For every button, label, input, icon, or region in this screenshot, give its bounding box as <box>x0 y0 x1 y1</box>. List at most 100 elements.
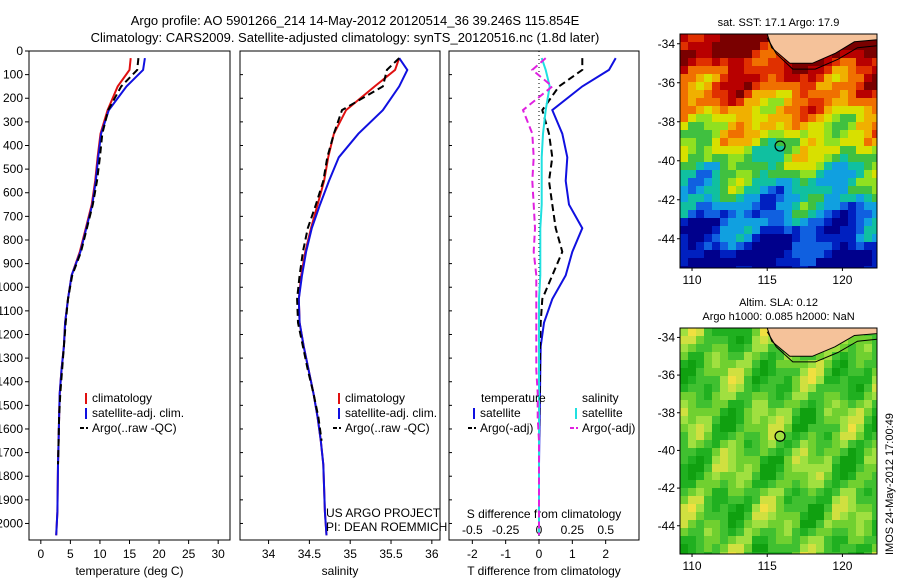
sla-cell <box>760 360 768 368</box>
sst-cell <box>704 34 712 42</box>
sla-cell <box>848 520 856 528</box>
sla-cell <box>720 384 728 392</box>
sla-cell <box>808 440 816 448</box>
sst-cell <box>824 106 832 114</box>
sst-cell <box>760 130 768 138</box>
sla-cell <box>856 392 864 400</box>
sla-cell <box>752 384 760 392</box>
sla-cell <box>736 472 744 480</box>
sst-cell <box>704 146 712 154</box>
sla-cell <box>840 448 848 456</box>
sst-cell <box>720 34 728 42</box>
sst-cell <box>832 186 840 194</box>
sla-cell <box>856 504 864 512</box>
sst-cell <box>800 146 808 154</box>
sla-cell <box>680 552 688 554</box>
sst-cell <box>824 266 832 268</box>
sst-cell <box>728 250 736 258</box>
sla-cell <box>808 512 816 520</box>
sst-cell <box>848 58 856 66</box>
sla-cell <box>808 416 816 424</box>
map-y-tick-label: -38 <box>658 115 676 129</box>
sst-cell <box>856 106 864 114</box>
sla-cell <box>864 392 872 400</box>
sla-cell <box>760 544 768 552</box>
sla-cell <box>872 464 877 472</box>
sst-cell <box>688 154 696 162</box>
sst-cell <box>832 98 840 106</box>
sst-cell <box>848 258 856 266</box>
sla-cell <box>760 464 768 472</box>
sst-cell <box>784 242 792 250</box>
sla-cell <box>816 552 824 554</box>
sla-cell <box>712 384 720 392</box>
sst-cell <box>768 234 776 242</box>
sst-cell <box>784 130 792 138</box>
sla-cell <box>824 520 832 528</box>
sst-cell <box>864 114 872 122</box>
sla-cell <box>832 544 840 552</box>
sst-cell <box>704 242 712 250</box>
sst-cell <box>808 66 816 74</box>
sst-cell <box>848 178 856 186</box>
sst-cell <box>680 34 688 42</box>
sla-cell <box>848 536 856 544</box>
sla-cell <box>696 496 704 504</box>
sla-cell <box>744 496 752 504</box>
sst-cell <box>848 162 856 170</box>
sla-cell <box>848 416 856 424</box>
sst-cell <box>800 242 808 250</box>
sla-cell <box>680 392 688 400</box>
x-tick-label: 10 <box>93 547 107 561</box>
sla-cell <box>736 512 744 520</box>
sla-cell <box>680 416 688 424</box>
sst-cell <box>848 250 856 258</box>
y-tick-label: 1100 <box>0 304 23 318</box>
sla-cell <box>736 440 744 448</box>
sla-cell <box>792 472 800 480</box>
sla-cell <box>696 544 704 552</box>
sla-cell <box>832 480 840 488</box>
sla-cell <box>720 488 728 496</box>
sst-cell <box>704 226 712 234</box>
sla-cell <box>760 504 768 512</box>
sst-cell <box>736 130 744 138</box>
sst-cell <box>728 266 736 268</box>
sla-cell <box>832 392 840 400</box>
sst-cell <box>840 186 848 194</box>
sst-cell <box>760 114 768 122</box>
sla-cell <box>760 496 768 504</box>
sst-cell <box>840 178 848 186</box>
sla-cell <box>800 440 808 448</box>
sst-cell <box>864 194 872 202</box>
sla-cell <box>808 424 816 432</box>
sst-cell <box>840 154 848 162</box>
sla-cell <box>792 384 800 392</box>
sla-cell <box>800 376 808 384</box>
sla-cell <box>760 480 768 488</box>
sla-cell <box>808 496 816 504</box>
sla-cell <box>816 536 824 544</box>
sla-cell <box>872 504 877 512</box>
sst-cell <box>696 130 704 138</box>
sla-cell <box>792 408 800 416</box>
sla-cell <box>856 520 864 528</box>
sla-cell <box>816 424 824 432</box>
sla-cell <box>848 384 856 392</box>
sla-cell <box>824 352 832 360</box>
sst-cell <box>752 106 760 114</box>
sst-cell <box>792 122 800 130</box>
sla-cell <box>696 424 704 432</box>
sla-cell <box>688 512 696 520</box>
sst-cell <box>760 74 768 82</box>
sla-cell <box>688 480 696 488</box>
sla-cell <box>824 408 832 416</box>
sla-cell <box>744 408 752 416</box>
sst-cell <box>744 130 752 138</box>
sst-cell <box>872 114 877 122</box>
sla-cell <box>704 536 712 544</box>
sst-cell <box>752 210 760 218</box>
sst-cell <box>808 82 816 90</box>
sst-cell <box>840 106 848 114</box>
